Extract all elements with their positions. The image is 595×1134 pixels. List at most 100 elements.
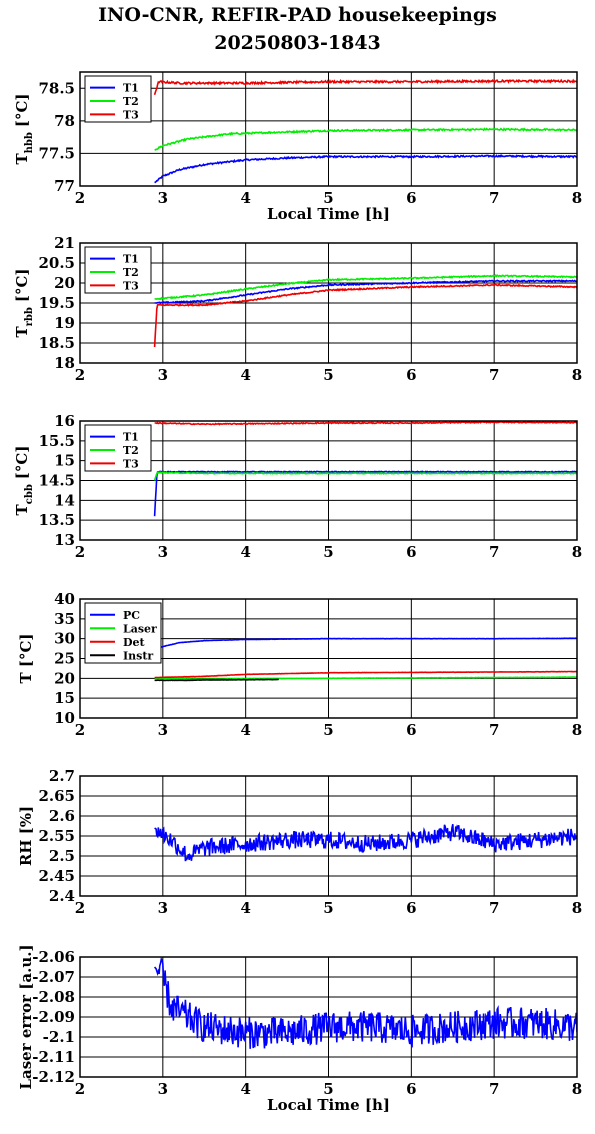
x-tick-label: 4 (240, 721, 250, 739)
x-tick-label: 5 (323, 366, 333, 384)
x-tick-label: 2 (75, 189, 85, 207)
legend-label-t1: T1 (123, 82, 139, 95)
y-tick-label: 15.5 (38, 432, 75, 450)
x-tick-label: 4 (240, 366, 250, 384)
plot-frame (79, 242, 578, 364)
y-axis-label: Thbb[°C] (13, 93, 35, 164)
x-tick-label: 8 (572, 899, 582, 917)
y-tick-label: 2.6 (49, 807, 75, 825)
legend-label-t1: T1 (123, 431, 139, 444)
y-tick-label: 15 (54, 689, 75, 707)
x-tick-label: 8 (572, 721, 582, 739)
series-line-det (154, 670, 577, 679)
x-tick-label: 4 (240, 1080, 250, 1098)
x-tick-label: 6 (406, 899, 416, 917)
x-tick-label: 3 (158, 189, 168, 207)
series-line-laser (154, 676, 577, 681)
legend-box (84, 602, 162, 664)
x-tick-label: 2 (75, 366, 85, 384)
series-line-t2 (154, 127, 577, 151)
x-tick-label: 3 (158, 543, 168, 561)
x-tick-label: 2 (75, 899, 85, 917)
y-tick-label: 20.5 (38, 254, 75, 272)
series-line-t2 (153, 471, 577, 481)
x-tick-label: 7 (489, 189, 499, 207)
x-tick-label: 3 (158, 899, 168, 917)
series-line-pc (154, 637, 577, 650)
y-tick-label: 16 (54, 412, 75, 430)
y-tick-label: -2.1 (43, 1028, 75, 1046)
x-tick-label: 4 (240, 899, 250, 917)
x-tick-label: 7 (489, 721, 499, 739)
x-tick-label: 6 (406, 366, 416, 384)
chart-panel-5: 2 3 4 5 6 7 8 2.4 2.45 2.5 2.55 2.6 2.65 2.7 RH [%] (17, 767, 582, 917)
legend-label-t2: T2 (123, 266, 139, 279)
x-tick-label: 5 (323, 721, 333, 739)
y-tick-label: 2.65 (38, 787, 75, 805)
series-line-trace (153, 957, 577, 1049)
x-tick-label: 4 (240, 543, 250, 561)
y-tick-label: 19 (54, 314, 75, 332)
chart-panel-6: 2 3 4 5 6 7 8 -2.12 -2.11 -2.1 -2.09 -2.08 -2.07 -2.0… (17, 944, 582, 1114)
x-tick-label: 5 (323, 189, 333, 207)
x-tick-label: 7 (489, 543, 499, 561)
y-tick-label: 13.5 (38, 511, 75, 529)
series-line-trace (154, 824, 577, 862)
y-tick-label: 20 (54, 669, 75, 687)
plot-frame (79, 956, 578, 1078)
chart-panel-4: 2 3 4 5 6 7 8 10 15 2025 30 35 40 T [°C] PCLaserDetIns… (17, 590, 582, 739)
plot-frame (79, 598, 578, 719)
x-tick-label: 8 (572, 366, 582, 384)
x-tick-label: 6 (406, 189, 416, 207)
x-tick-label: 7 (489, 1080, 499, 1098)
x-tick-label: 3 (158, 366, 168, 384)
y-tick-label: 20 (54, 274, 75, 292)
y-tick-label: 2.55 (38, 827, 75, 845)
y-tick-label: -2.07 (32, 968, 75, 986)
y-tick-label: 2.45 (38, 867, 75, 885)
y-axis-label: Trbb[°C] (13, 268, 35, 337)
y-tick-label: 14 (54, 491, 75, 509)
y-tick-label: 18 (54, 354, 75, 372)
y-tick-label: 78 (54, 112, 75, 130)
y-tick-label: 25 (54, 650, 75, 668)
y-tick-label: 2.4 (49, 887, 75, 905)
x-tick-label: 3 (158, 721, 168, 739)
y-tick-label: 77.5 (38, 144, 75, 162)
y-tick-label: 40 (54, 590, 75, 608)
legend-label-t2: T2 (123, 95, 139, 108)
y-tick-label: 2.5 (49, 847, 75, 865)
legend-label-t3: T3 (123, 457, 139, 470)
y-tick-label: -2.11 (32, 1048, 75, 1066)
y-tick-label: 13 (54, 531, 75, 549)
plot-frame (79, 420, 578, 541)
x-tick-label: 6 (406, 543, 416, 561)
y-axis-label: RH [%] (17, 806, 35, 866)
plot-frame (79, 775, 578, 897)
x-tick-label: 8 (572, 189, 582, 207)
x-tick-label: 5 (323, 899, 333, 917)
series-line-t3 (153, 78, 577, 96)
y-tick-label: 77 (54, 177, 75, 195)
legend-label-t1: T1 (123, 253, 139, 266)
series-line-t1 (153, 470, 577, 517)
series-line-t3 (153, 283, 577, 348)
legend-label-pc: PC (123, 609, 140, 622)
x-tick-label: 2 (75, 543, 85, 561)
x-tick-label: 2 (75, 721, 85, 739)
legend-label-det: Det (123, 636, 146, 649)
series-line-t2 (154, 274, 577, 301)
y-tick-label: 21 (54, 234, 75, 252)
y-tick-label: 19.5 (38, 294, 75, 312)
legend-label-t3: T3 (123, 279, 139, 292)
y-tick-label: 30 (54, 630, 75, 648)
y-tick-label: 15 (54, 452, 75, 470)
series-line-t3 (154, 421, 577, 426)
y-axis-label: T [°C] (17, 633, 35, 683)
